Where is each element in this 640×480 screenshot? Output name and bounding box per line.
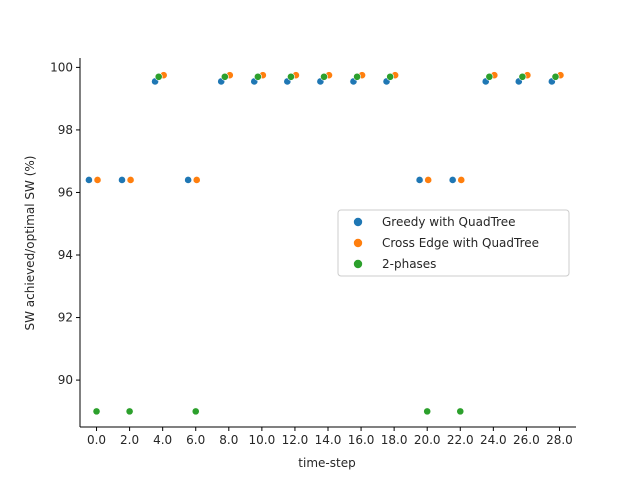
x-tick-label: 26.0 (513, 433, 540, 447)
y-tick-label: 90 (58, 373, 73, 387)
x-tick-label: 4.0 (153, 433, 172, 447)
data-point-greedy (85, 176, 93, 184)
legend: Greedy with QuadTree Cross Edge with Quad… (337, 209, 570, 277)
data-point-two-phases (551, 72, 560, 81)
data-point-two-phases (456, 407, 465, 416)
y-tick-label: 98 (58, 123, 73, 137)
legend-label: Greedy with QuadTree (382, 215, 516, 229)
data-point-two-phases (220, 72, 229, 81)
data-points (85, 71, 565, 416)
x-tick-label: 18.0 (381, 433, 408, 447)
y-tick-label: 94 (58, 248, 73, 262)
x-tick-label: 16.0 (348, 433, 375, 447)
legend-marker (353, 238, 363, 248)
data-point-two-phases (253, 72, 262, 81)
data-point-two-phases (518, 72, 527, 81)
x-tick-label: 0.0 (87, 433, 106, 447)
data-point-two-phases (320, 72, 328, 81)
x-tick-label: 6.0 (186, 433, 205, 447)
data-point-cross-edge (126, 176, 135, 184)
x-tick-label: 14.0 (315, 433, 342, 447)
data-point-two-phases (154, 72, 163, 81)
legend-marker (353, 217, 363, 227)
data-point-two-phases (287, 72, 295, 81)
legend-label: Cross Edge with QuadTree (382, 236, 539, 250)
x-tick-label: 28.0 (546, 433, 573, 447)
data-point-two-phases (125, 407, 134, 416)
axes: 90 92 94 96 98 100 0.0 2.0 4.0 6.0 8.0 10.0 12.0 14.0… (50, 58, 576, 447)
y-axis-label: SW achieved/optimal SW (%) (23, 156, 37, 331)
legend-label: 2-phases (382, 257, 436, 271)
x-axis-label: time-step (298, 456, 355, 470)
y-tick-label: 100 (50, 60, 73, 74)
data-point-two-phases (485, 72, 494, 81)
x-tick-label: 10.0 (249, 433, 276, 447)
data-point-greedy (448, 176, 457, 184)
data-point-two-phases (191, 407, 200, 416)
data-point-two-phases (423, 407, 432, 416)
data-point-cross-edge (192, 176, 201, 184)
legend-marker (353, 259, 363, 269)
y-tick-label: 96 (58, 185, 73, 199)
x-tick-label: 24.0 (480, 433, 507, 447)
x-tick-label: 12.0 (282, 433, 309, 447)
data-point-two-phases (386, 72, 395, 81)
y-tick-label: 92 (58, 311, 73, 325)
x-tick-label: 22.0 (447, 433, 474, 447)
data-point-cross-edge (457, 176, 466, 184)
x-tick-label: 8.0 (219, 433, 238, 447)
x-tick-label: 2.0 (120, 433, 139, 447)
data-point-two-phases (92, 407, 101, 416)
x-tick-label: 20.0 (414, 433, 441, 447)
data-point-greedy (118, 176, 126, 184)
data-point-greedy (415, 176, 424, 184)
data-point-cross-edge (93, 176, 102, 184)
data-point-greedy (184, 176, 193, 184)
legend-box (337, 209, 570, 277)
data-point-two-phases (353, 72, 361, 81)
data-point-cross-edge (424, 176, 433, 184)
